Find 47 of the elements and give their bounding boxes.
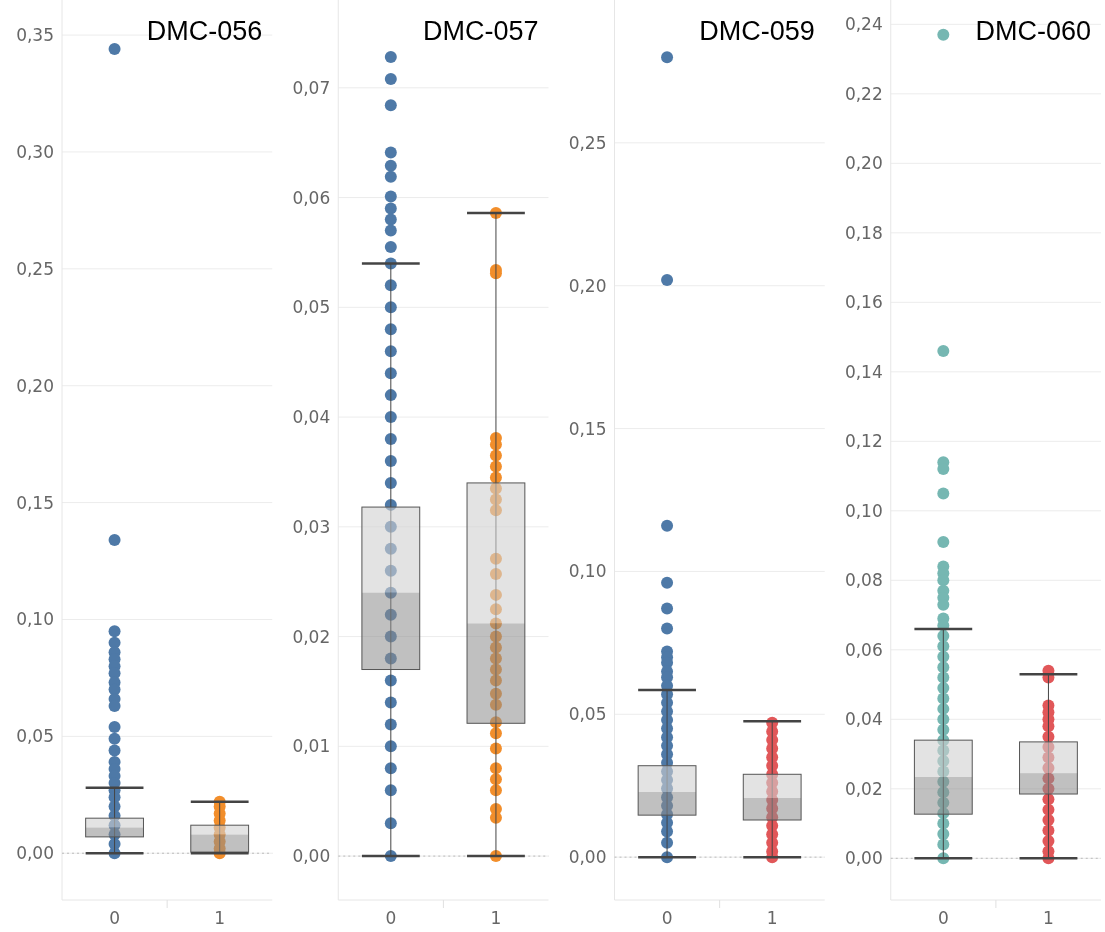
y-tick-label: 0,30 bbox=[16, 141, 54, 162]
y-tick-label: 0,25 bbox=[16, 258, 54, 279]
y-tick-label: 0,01 bbox=[292, 736, 331, 757]
y-tick-label: 0,14 bbox=[844, 361, 883, 382]
y-tick-label: 0,15 bbox=[568, 418, 607, 439]
y-tick-label: 0,08 bbox=[844, 570, 883, 591]
x-tick-label: 1 bbox=[766, 908, 778, 928]
y-tick-label: 0,22 bbox=[844, 83, 883, 104]
y-tick-label: 0,20 bbox=[16, 375, 54, 396]
y-tick-label: 0,20 bbox=[844, 153, 883, 174]
y-tick-label: 0,04 bbox=[292, 407, 331, 428]
y-tick-label: 0,10 bbox=[844, 500, 883, 521]
y-tick-label: 0,05 bbox=[16, 726, 54, 747]
y-tick-label: 0,00 bbox=[568, 847, 607, 868]
y-tick-label: 0,02 bbox=[292, 626, 331, 647]
y-tick-label: 0,00 bbox=[844, 848, 883, 869]
text: DMC-056 bbox=[146, 16, 263, 46]
y-tick-label: 0,05 bbox=[292, 297, 331, 318]
y-tick-label: 0,10 bbox=[568, 561, 607, 582]
y-tick-label: 0,25 bbox=[568, 132, 607, 153]
x-tick-label: 1 bbox=[214, 908, 226, 928]
y-tick-label: 0,20 bbox=[568, 275, 607, 296]
x-tick-label: 1 bbox=[490, 908, 502, 928]
y-tick-label: 0,02 bbox=[844, 778, 883, 799]
text: DMC-060 bbox=[975, 16, 1091, 46]
x-tick-label: 0 bbox=[937, 908, 949, 928]
y-tick-label: 0,35 bbox=[16, 25, 54, 46]
y-tick-label: 0,16 bbox=[844, 292, 883, 313]
text: DMC-057 bbox=[422, 16, 539, 46]
y-tick-label: 0,06 bbox=[844, 639, 883, 660]
text: DMC-059 bbox=[699, 16, 815, 46]
x-tick-label: 0 bbox=[385, 908, 397, 928]
y-tick-label: 0,00 bbox=[16, 843, 54, 864]
y-tick-label: 0,12 bbox=[844, 431, 883, 452]
x-tick-label: 0 bbox=[661, 908, 673, 928]
x-tick-label: 1 bbox=[1043, 908, 1054, 928]
x-tick-label: 0 bbox=[109, 908, 120, 928]
y-tick-label: 0,10 bbox=[16, 609, 54, 630]
y-tick-label: 0,00 bbox=[292, 846, 331, 867]
y-tick-label: 0,18 bbox=[844, 222, 883, 243]
y-tick-label: 0,07 bbox=[292, 77, 331, 98]
y-tick-label: 0,04 bbox=[844, 709, 883, 730]
y-tick-label: 0,24 bbox=[844, 14, 883, 35]
y-tick-label: 0,06 bbox=[292, 187, 331, 208]
y-tick-label: 0,05 bbox=[568, 704, 607, 725]
y-tick-label: 0,03 bbox=[292, 516, 331, 537]
y-tick-label: 0,15 bbox=[16, 492, 54, 513]
